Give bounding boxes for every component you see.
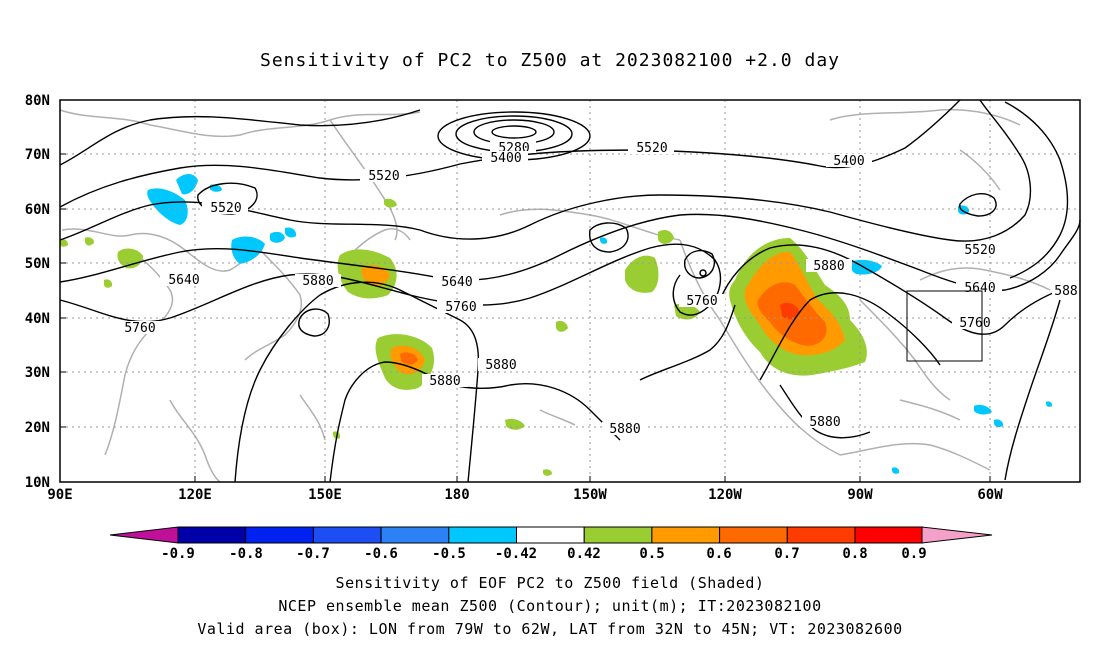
longitude-labels: 90E 120E 150E 180 150W 120W 90W 60W	[47, 487, 1003, 503]
contour-label: 5400	[490, 151, 521, 166]
colorbar-label: 0.9	[901, 546, 926, 562]
colorbar-swatch	[651, 526, 721, 544]
lon-label: 120E	[178, 487, 212, 503]
lon-label: 90W	[847, 487, 873, 503]
contour-label: 5760	[959, 316, 990, 331]
contour-label: 5760	[686, 294, 717, 309]
positive-sensitivity-shading	[60, 198, 867, 476]
lat-label: 50N	[25, 256, 50, 272]
colorbar-label: -0.7	[296, 546, 330, 562]
contour-labels: 5280 5400 5400 5520 5520 5520 5520 5640 …	[116, 140, 1080, 437]
low-center-marker	[699, 269, 707, 277]
colorbar-label: -0.6	[364, 546, 398, 562]
colorbar-swatch	[245, 526, 314, 544]
contour-label: 5640	[441, 275, 472, 290]
contour-label: 588	[1054, 284, 1077, 299]
caption-line-2: NCEP ensemble mean Z500 (Contour); unit(…	[278, 597, 822, 615]
lat-label: 20N	[25, 420, 50, 436]
colorbar-swatches	[177, 526, 924, 544]
colorbar-swatch	[854, 526, 924, 544]
map-title: Sensitivity of PC2 to Z500 at 2023082100…	[259, 50, 840, 71]
contour-label: 5880	[809, 415, 840, 430]
caption-line-3: Valid area (box): LON from 79W to 62W, L…	[197, 620, 903, 638]
colorbar-label: 0.42	[567, 546, 601, 562]
contour-label: 5880	[813, 259, 844, 274]
lat-label: 10N	[25, 475, 50, 491]
lat-label: 60N	[25, 202, 50, 218]
lat-label: 30N	[25, 365, 50, 381]
colorbar-label: 0.5	[639, 546, 664, 562]
colorbar-swatch	[177, 526, 247, 544]
caption-line-1: Sensitivity of EOF PC2 to Z500 field (Sh…	[335, 574, 765, 592]
contour-label: 5640	[964, 281, 995, 296]
colorbar-end-high	[921, 526, 993, 544]
contour-label: 5520	[210, 201, 241, 216]
colorbar-label: -0.5	[432, 546, 466, 562]
contour-label: 5640	[168, 273, 199, 288]
tick-marks	[60, 153, 991, 482]
colorbar-swatch	[583, 526, 653, 544]
map-frame	[59, 99, 1081, 483]
contour-label: 5880	[609, 422, 640, 437]
lat-label: 80N	[25, 93, 50, 109]
contour-label: 5520	[636, 141, 667, 156]
colorbar-swatch	[516, 526, 585, 544]
colorbar-label: 0.8	[842, 546, 867, 562]
contour-label: 5880	[302, 274, 333, 289]
colorbar: -0.9 -0.8 -0.7 -0.6 -0.5 -0.42 0.42 0.5 …	[109, 526, 993, 562]
lon-label: 120W	[708, 487, 742, 503]
contour-label: 5400	[833, 154, 864, 169]
colorbar-swatch	[786, 526, 856, 544]
contour-label: 5520	[964, 243, 995, 258]
colorbar-swatch	[312, 526, 382, 544]
colorbar-label: -0.42	[495, 546, 537, 562]
lon-label: 60W	[977, 487, 1003, 503]
colorbar-label: 0.6	[706, 546, 731, 562]
lon-label: 90E	[47, 487, 72, 503]
lon-label: 150W	[573, 487, 607, 503]
colorbar-swatch	[380, 526, 450, 544]
colorbar-swatch	[448, 526, 517, 544]
colorbar-labels: -0.9 -0.8 -0.7 -0.6 -0.5 -0.42 0.42 0.5 …	[161, 546, 927, 562]
contour-label: 5760	[124, 321, 155, 336]
contour-label: 5880	[429, 374, 460, 389]
contour-label: 5520	[368, 169, 399, 184]
contour-label: 5880	[485, 358, 516, 373]
colorbar-swatch	[719, 526, 788, 544]
lat-label: 40N	[25, 311, 50, 327]
colorbar-end-low	[109, 526, 179, 544]
colorbar-label: -0.8	[229, 546, 263, 562]
colorbar-label: 0.7	[774, 546, 799, 562]
lat-label: 70N	[25, 147, 50, 163]
colorbar-label: -0.9	[161, 546, 195, 562]
latitude-labels: 80N 70N 60N 50N 40N 30N 20N 10N	[25, 93, 50, 491]
contour-label: 5760	[445, 300, 476, 315]
valid-area-box	[906, 290, 983, 362]
lon-label: 180	[444, 487, 469, 503]
lon-label: 150E	[308, 487, 342, 503]
